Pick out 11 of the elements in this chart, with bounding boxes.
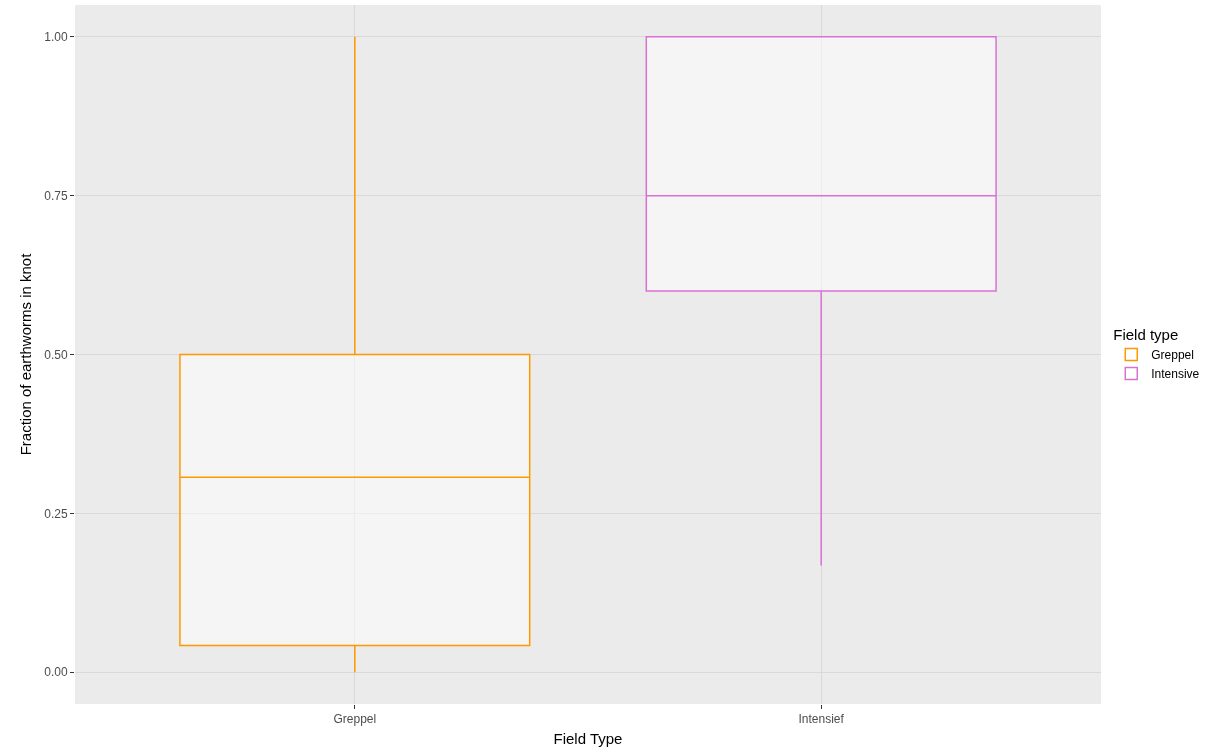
legend-label: Intensive (1151, 367, 1200, 382)
y-tick-label: 0.75 (44, 188, 68, 203)
x-tick-label: Intensief (798, 712, 845, 727)
legend-title: Field type (1113, 326, 1179, 343)
y-tick-label: 0.50 (44, 347, 68, 362)
y-tick-label: 0.00 (44, 665, 68, 680)
legend-label: Greppel (1151, 348, 1194, 363)
y-tick-label: 0.25 (44, 506, 68, 521)
y-axis-title: Fraction of earthworms in knot (17, 252, 35, 456)
y-tick-label: 1.00 (44, 29, 68, 44)
x-axis-title: Field Type (553, 730, 623, 748)
